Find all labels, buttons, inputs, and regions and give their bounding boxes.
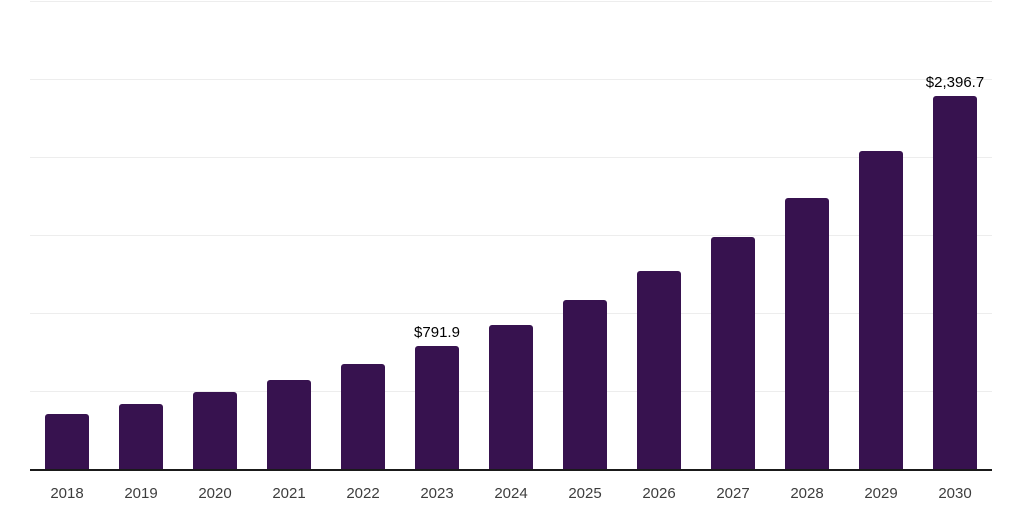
x-tick-label-2020: 2020 xyxy=(198,485,232,502)
gridline xyxy=(30,79,992,80)
x-tick-label-2029: 2029 xyxy=(864,485,898,502)
bar-2020[interactable] xyxy=(193,392,237,470)
x-tick-label-2026: 2026 xyxy=(642,485,676,502)
gridline xyxy=(30,313,992,314)
data-label-2030: $2,396.7 xyxy=(925,74,985,92)
gridline xyxy=(30,1,992,2)
bar-2024[interactable] xyxy=(489,325,533,470)
bar-2022[interactable] xyxy=(341,363,385,470)
bar-2019[interactable] xyxy=(119,404,163,470)
gridline xyxy=(30,157,992,158)
x-tick-label-2021: 2021 xyxy=(272,485,306,502)
bar-2029[interactable] xyxy=(859,150,903,470)
bar-2028[interactable] xyxy=(785,197,829,470)
x-tick-label-2018: 2018 xyxy=(50,485,84,502)
bar-2027[interactable] xyxy=(711,237,755,470)
bar-2018[interactable] xyxy=(45,414,89,470)
x-tick-label-2019: 2019 xyxy=(124,485,158,502)
plot-area: $791.9 $2,396.7 xyxy=(30,1,992,470)
x-tick-label-2030: 2030 xyxy=(938,485,972,502)
bar-2023[interactable] xyxy=(415,346,459,470)
bar-2025[interactable] xyxy=(563,300,607,470)
bar-2026[interactable] xyxy=(637,271,681,470)
bar-2030[interactable] xyxy=(933,96,977,470)
x-tick-label-2023: 2023 xyxy=(420,485,454,502)
x-tick-label-2025: 2025 xyxy=(568,485,602,502)
bar-2021[interactable] xyxy=(267,380,311,470)
x-tick-label-2024: 2024 xyxy=(494,485,528,502)
x-tick-label-2028: 2028 xyxy=(790,485,824,502)
x-tick-label-2022: 2022 xyxy=(346,485,380,502)
data-label-2023: $791.9 xyxy=(414,324,460,342)
x-tick-label-2027: 2027 xyxy=(716,485,750,502)
gridline xyxy=(30,235,992,236)
x-axis-line xyxy=(30,469,992,471)
